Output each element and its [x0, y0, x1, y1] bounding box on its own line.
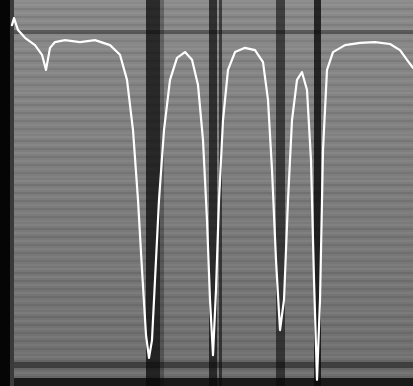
spectrum-chart: [0, 0, 413, 386]
intensity-line: [12, 18, 413, 380]
plot-area: [12, 18, 413, 380]
spectrum-background: [0, 0, 413, 386]
